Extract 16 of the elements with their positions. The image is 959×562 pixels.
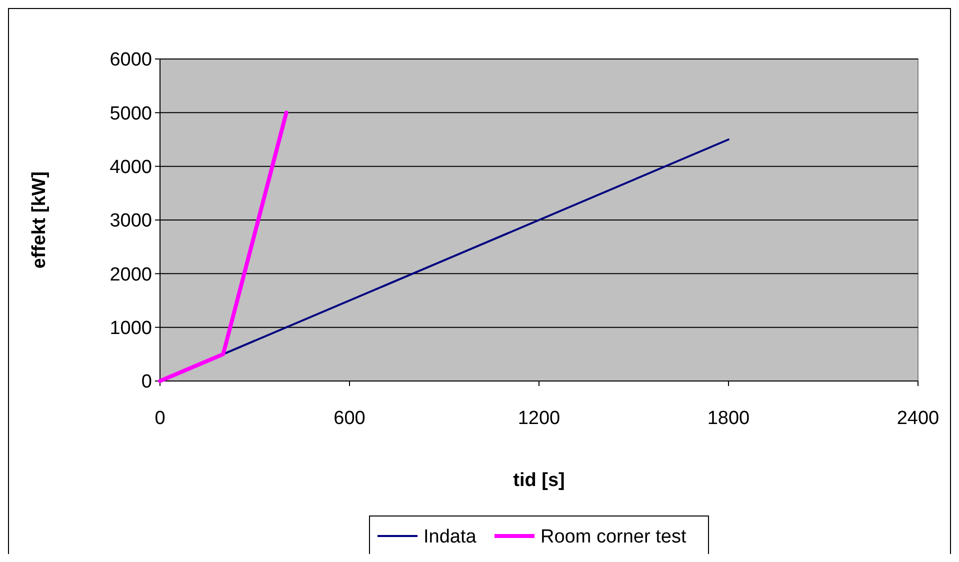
x-tick-label: 2400 <box>896 408 940 429</box>
legend-label: Room corner test <box>540 526 687 548</box>
y-tick-label: 6000 <box>110 50 152 71</box>
y-tick-label: 0 <box>141 372 152 393</box>
y-tick-label: 4000 <box>110 156 152 178</box>
x-axis-title: tid [s] <box>513 470 565 491</box>
x-tick-label: 0 <box>154 408 166 429</box>
legend-label: Indata <box>424 526 477 548</box>
y-tick-label: 2000 <box>110 264 152 286</box>
x-tick-label: 1800 <box>707 408 750 429</box>
y-tick-label: 5000 <box>110 103 152 124</box>
x-tick-label: 600 <box>334 408 366 429</box>
y-tick-label: 1000 <box>110 318 152 339</box>
x-tick-label: 1200 <box>518 408 560 429</box>
y-tick-label: 3000 <box>110 210 152 232</box>
y-axis-title: effekt [kW] <box>29 171 50 269</box>
